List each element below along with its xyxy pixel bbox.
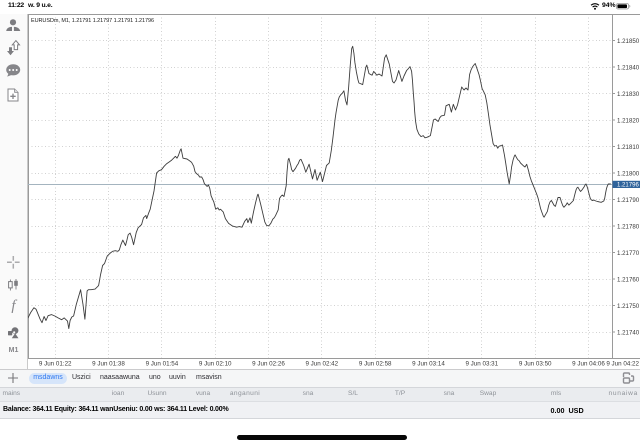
svg-text:9 Jun 03:31: 9 Jun 03:31: [465, 361, 498, 368]
svg-text:9 Jun 01:54: 9 Jun 01:54: [146, 361, 179, 368]
svg-text:1.21796: 1.21796: [617, 183, 639, 189]
svg-text:1.21760: 1.21760: [617, 276, 640, 283]
svg-text:9 Jun 02:10: 9 Jun 02:10: [199, 361, 232, 368]
svg-text:9 Jun 02:42: 9 Jun 02:42: [305, 361, 338, 368]
svg-text:1.21740: 1.21740: [617, 329, 640, 336]
svg-text:1.21840: 1.21840: [617, 64, 640, 71]
svg-text:9 Jun 02:26: 9 Jun 02:26: [252, 361, 285, 368]
svg-text:1.21750: 1.21750: [617, 303, 640, 310]
svg-text:EURUSDm, M1, 1.21791 1.21797 1: EURUSDm, M1, 1.21791 1.21797 1.21791 1.2…: [31, 18, 154, 24]
svg-text:9 Jun 03:14: 9 Jun 03:14: [412, 361, 445, 368]
svg-text:1.21790: 1.21790: [617, 197, 640, 204]
svg-text:9 Jun 01:22: 9 Jun 01:22: [39, 361, 72, 368]
svg-text:1.21810: 1.21810: [617, 144, 640, 151]
svg-text:1.21780: 1.21780: [617, 223, 640, 230]
svg-text:9 Jun 01:38: 9 Jun 01:38: [92, 361, 125, 368]
svg-text:9 Jun 02:58: 9 Jun 02:58: [359, 361, 392, 368]
svg-text:1.21830: 1.21830: [617, 91, 640, 98]
svg-text:1.21770: 1.21770: [617, 250, 640, 257]
svg-text:9 Jun 04:22: 9 Jun 04:22: [606, 361, 639, 368]
svg-text:1.21820: 1.21820: [617, 117, 640, 124]
svg-text:9 Jun 03:50: 9 Jun 03:50: [519, 361, 552, 368]
svg-text:1.21850: 1.21850: [617, 38, 640, 45]
svg-text:9 Jun 04:06: 9 Jun 04:06: [572, 361, 605, 368]
svg-text:1.21800: 1.21800: [617, 170, 640, 177]
